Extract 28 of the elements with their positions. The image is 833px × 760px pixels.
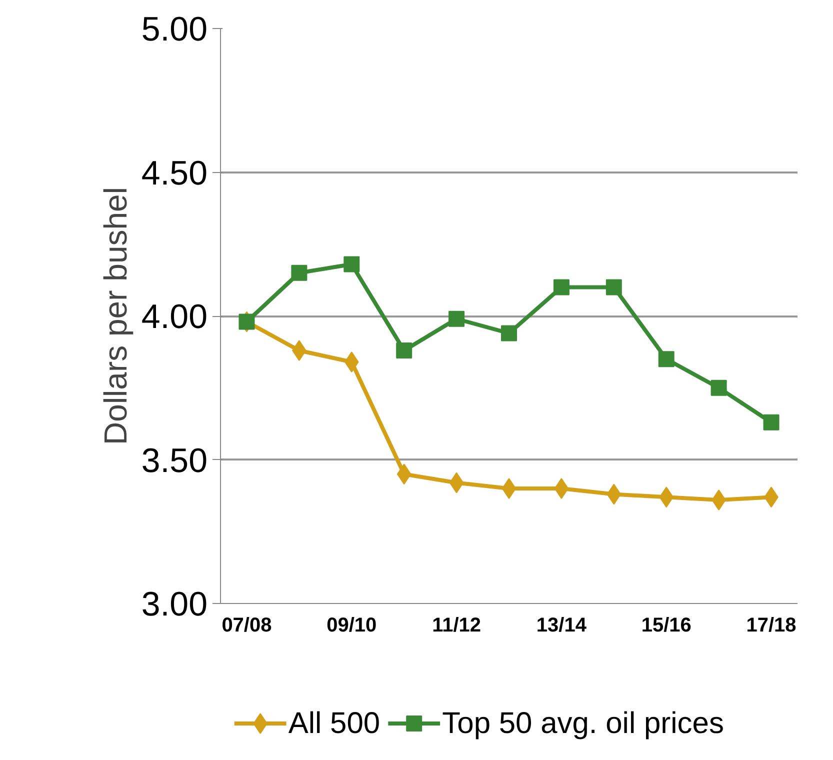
y-tick-label: 3.50	[141, 442, 208, 480]
point	[501, 325, 517, 342]
point	[502, 478, 516, 499]
point	[658, 351, 674, 368]
point	[396, 342, 412, 358]
point	[448, 310, 465, 327]
y-tick-label: 5.00	[141, 10, 208, 48]
y-axis-title: Dollars per bushel	[97, 187, 134, 445]
point	[238, 314, 255, 330]
point	[710, 380, 727, 396]
legend-label: Top 50 avg. oil prices	[442, 707, 724, 740]
x-tick-label: 09/10	[326, 614, 377, 636]
point	[763, 414, 780, 430]
y-tick-label: 3.00	[141, 586, 208, 624]
point	[291, 264, 308, 281]
x-tick-label: 11/12	[432, 614, 482, 636]
x-tick-label: 07/08	[222, 614, 272, 636]
y-tick-label: 4.00	[141, 298, 208, 336]
x-tick-label: 13/14	[536, 614, 588, 636]
x-tick-label: 15/16	[641, 614, 692, 636]
legend-label: All 500	[288, 707, 380, 740]
y-tick-label: 4.50	[141, 154, 208, 192]
point	[606, 279, 622, 296]
point	[344, 256, 360, 272]
point	[554, 478, 569, 499]
x-tick-label: 17/18	[746, 614, 796, 636]
point	[344, 352, 359, 372]
point	[553, 279, 570, 296]
